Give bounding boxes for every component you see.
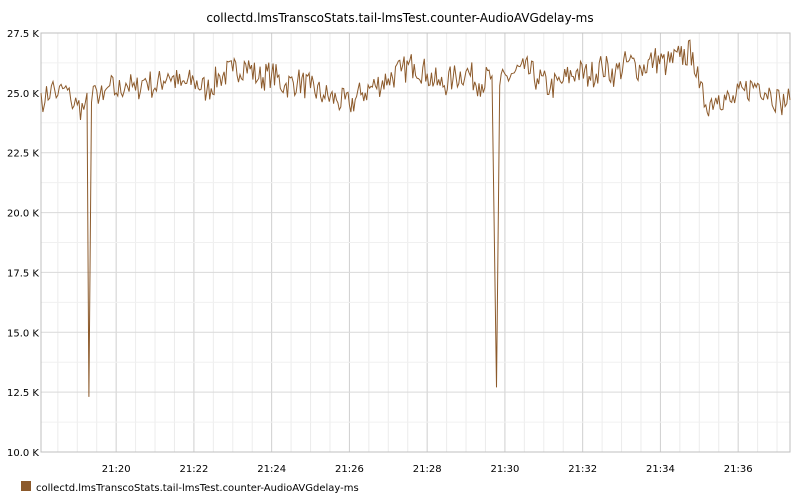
y-tick-label: 10.0 K (7, 448, 39, 459)
y-axis-ticks: 10.0 K 12.5 K 15.0 K 17.5 K 20.0 K 22.5 K 25.0… (7, 29, 39, 459)
x-tick-label: 21:36 (724, 464, 753, 475)
y-tick-label: 17.5 K (7, 268, 39, 279)
legend: collectd.lmsTranscoStats.tail-lmsTest.co… (21, 481, 359, 494)
x-tick-label: 21:20 (102, 464, 131, 475)
chart-title: collectd.lmsTranscoStats.tail-lmsTest.co… (206, 11, 593, 25)
gridlines (41, 32, 790, 453)
y-tick-label: 27.5 K (7, 29, 39, 40)
y-tick-label: 20.0 K (7, 209, 39, 220)
x-tick-label: 21:22 (179, 464, 208, 475)
x-tick-label: 21:30 (490, 464, 519, 475)
plot-border (40, 32, 791, 453)
y-tick-label: 12.5 K (7, 388, 39, 399)
plot-area (40, 32, 791, 453)
x-tick-label: 21:28 (413, 464, 442, 475)
x-tick-label: 21:32 (568, 464, 597, 475)
y-tick-label: 25.0 K (7, 89, 39, 100)
legend-label: collectd.lmsTranscoStats.tail-lmsTest.co… (36, 483, 359, 494)
series-line (40, 39, 791, 397)
x-tick-label: 21:26 (335, 464, 364, 475)
x-tick-label: 21:24 (257, 464, 286, 475)
x-tick-label: 21:34 (646, 464, 675, 475)
x-axis-ticks: 21:20 21:22 21:24 21:26 21:28 21:30 21:32 21:34… (102, 464, 753, 475)
legend-swatch (21, 481, 31, 491)
y-tick-label: 15.0 K (7, 328, 39, 339)
y-tick-label: 22.5 K (7, 149, 39, 160)
